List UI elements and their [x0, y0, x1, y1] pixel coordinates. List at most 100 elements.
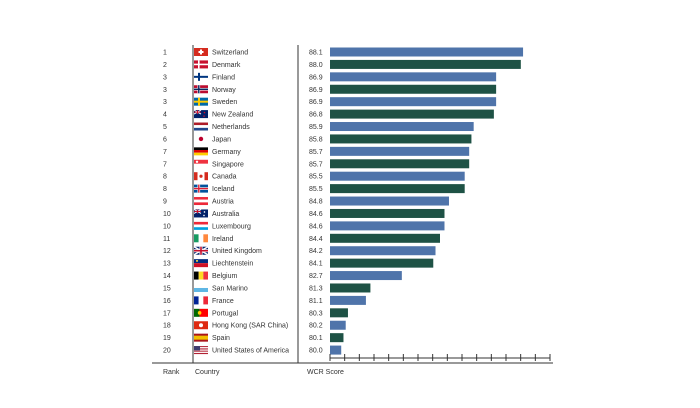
flag-part: [199, 174, 203, 178]
flag-part: [194, 100, 208, 103]
rank-label: 3: [163, 87, 167, 94]
country-label: Ireland: [212, 236, 234, 243]
chart-row: 11 Ireland 84.4: [163, 233, 440, 243]
flag-part: [194, 346, 208, 348]
country-label: Switzerland: [212, 50, 248, 57]
flag-part: [194, 163, 208, 168]
chart-row: 1 Switzerland 88.1: [163, 47, 524, 57]
country-label: Netherlands: [212, 124, 250, 131]
rank-label: 6: [163, 136, 167, 143]
flag-part: [203, 214, 205, 217]
score-bar: [330, 233, 440, 243]
country-label: New Zealand: [212, 112, 253, 119]
rank-label: 4: [163, 112, 167, 119]
rank-label: 10: [163, 211, 171, 218]
score-label: 86.8: [309, 112, 323, 119]
flag-part: [194, 349, 208, 351]
san-marino-flag-icon: [194, 283, 208, 292]
rank-label: 8: [163, 174, 167, 181]
belgium-flag-icon: [194, 271, 208, 280]
flag-part: [194, 271, 199, 280]
australia-flag-icon: [193, 209, 208, 218]
chart-row: 5 Netherlands 85.9: [163, 122, 474, 131]
hong-kong-flag-icon: [194, 321, 208, 330]
country-label: Finland: [212, 74, 235, 81]
score-bar: [330, 122, 474, 132]
chart-row: 12 United Kingdom 84.2: [163, 246, 436, 256]
rank-label: 7: [163, 161, 167, 168]
score-bar: [330, 134, 472, 144]
rank-column-label: Rank: [163, 369, 180, 376]
rank-label: 11: [163, 236, 170, 243]
liechtenstein-flag-icon: [194, 259, 208, 268]
chart-row: 8 Canada 85.5: [163, 171, 465, 181]
flag-part: [194, 197, 208, 200]
score-label: 88.1: [309, 50, 323, 57]
flag-part: [198, 51, 204, 53]
flag-part: [194, 348, 208, 350]
flag-part: [194, 111, 201, 113]
score-bar: [330, 171, 465, 181]
score-bar: [330, 271, 402, 281]
flag-part: [194, 88, 208, 90]
flag-part: [194, 147, 208, 151]
score-bar: [330, 97, 497, 107]
score-label: 84.1: [309, 261, 323, 268]
flag-part: [203, 111, 206, 114]
flag-part: [196, 260, 198, 262]
score-label: 85.8: [309, 136, 323, 143]
score-label: 82.7: [309, 273, 323, 280]
country-label: Iceland: [212, 186, 235, 193]
score-bar: [330, 295, 366, 305]
chart-row: 15 San Marino 81.3: [163, 283, 371, 293]
country-label: Liechtenstein: [212, 261, 253, 268]
singapore-flag-icon: [194, 159, 208, 168]
country-label: Hong Kong (SAR China): [212, 323, 288, 330]
flag-part: [198, 296, 204, 305]
flag-part: [194, 234, 199, 243]
switzerland-flag-icon: [194, 48, 208, 56]
chart-row: 13 Liechtenstein 84.1: [163, 258, 434, 268]
chart-row: 3 Finland 86.9: [163, 72, 497, 82]
chart-row: 14 Belgium 82.7: [163, 271, 402, 281]
score-label: 85.7: [309, 149, 323, 156]
chart-footer: Rank Country WCR Score: [152, 362, 553, 376]
flag-part: [194, 346, 200, 351]
country-label: Spain: [212, 335, 230, 342]
flag-part: [199, 323, 203, 328]
chart-row: 7 Singapore 85.7: [163, 159, 470, 169]
flag-part: [194, 210, 201, 212]
country-label: Luxembourg: [212, 223, 251, 230]
chart-row: 2 Denmark 88.0: [163, 59, 521, 69]
chart-row: 7 Germany 85.7: [163, 146, 470, 156]
score-bar: [330, 146, 470, 156]
score-label: 80.0: [309, 348, 323, 355]
flag-part: [194, 287, 208, 292]
rank-label: 8: [163, 186, 167, 193]
score-label: 86.9: [309, 99, 323, 106]
flag-part: [194, 75, 208, 78]
country-label: France: [212, 298, 234, 305]
flag-part: [194, 221, 208, 225]
chart-row: 8 Iceland 85.5: [163, 184, 465, 194]
chart-row: 3 Norway 86.9: [163, 84, 497, 94]
new-zealand-flag-icon: [193, 109, 208, 119]
rank-label: 9: [163, 199, 167, 206]
country-label: Sweden: [212, 99, 237, 106]
rank-label: 16: [163, 298, 171, 305]
rank-label: 10: [163, 223, 171, 230]
score-bar: [330, 258, 434, 268]
flag-part: [194, 187, 208, 190]
country-column-label: Country: [195, 369, 220, 376]
iceland-flag-icon: [194, 184, 208, 193]
flag-part: [197, 311, 202, 315]
flag-part: [194, 125, 208, 128]
chart-row: 20 United States of America 80.0: [163, 345, 342, 355]
flag-part: [194, 347, 208, 349]
flag-part: [203, 115, 205, 117]
rank-label: 7: [163, 149, 167, 156]
norway-flag-icon: [194, 85, 208, 94]
score-bar: [330, 184, 465, 194]
score-bar: [330, 333, 344, 343]
chart-row: 3 Sweden 86.9: [163, 97, 497, 107]
